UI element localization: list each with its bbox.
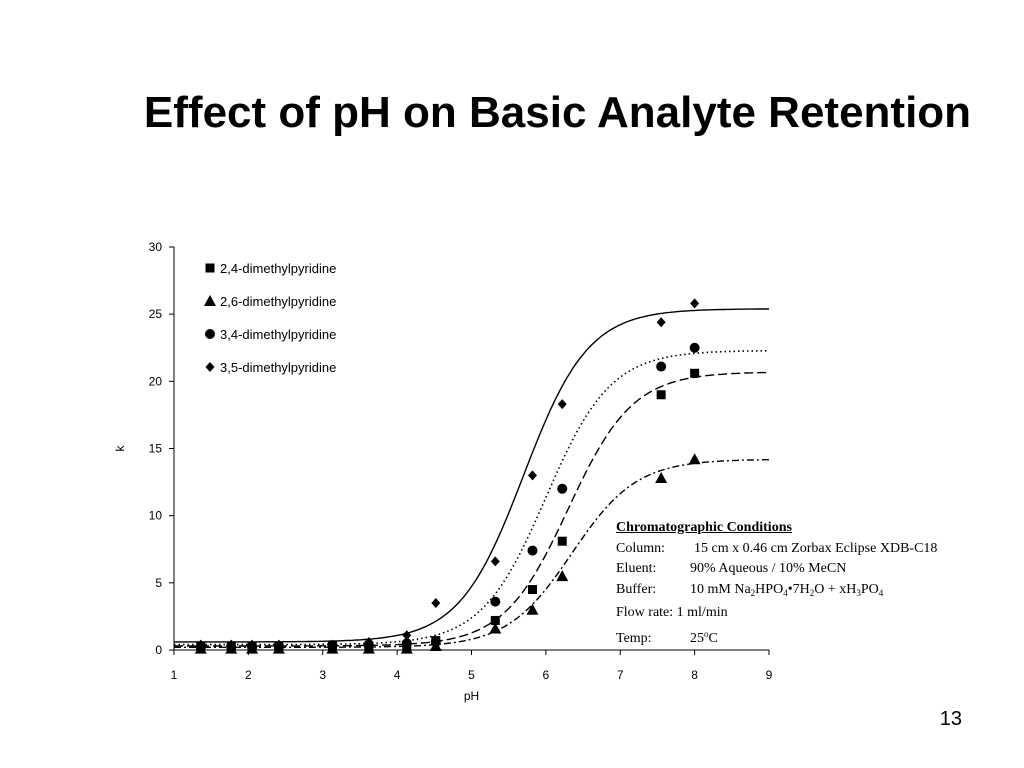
buffer-value: 10 mM Na2HPO4•7H2O + xH3PO4 — [690, 581, 884, 598]
y-tick-label: 30 — [149, 240, 163, 254]
x-axis-label: pH — [464, 689, 479, 703]
data-point-series-1 — [656, 390, 666, 400]
slide-title: Effect of pH on Basic Analyte Retention — [143, 88, 972, 137]
x-tick-label: 3 — [319, 668, 326, 682]
data-point-series-4 — [402, 630, 412, 641]
flow-row: Flow rate: 1 ml/min — [616, 603, 937, 624]
data-point-series-3 — [490, 596, 501, 607]
x-tick-label: 8 — [691, 668, 698, 682]
column-row: Column: 15 cm x 0.46 cm Zorbax Eclipse XD… — [616, 539, 937, 560]
x-tick-label: 7 — [617, 668, 624, 682]
y-tick-label: 10 — [149, 509, 163, 523]
data-point-series-1 — [490, 615, 500, 625]
data-point-series-3 — [689, 342, 700, 353]
data-point-series-4 — [431, 597, 441, 608]
legend-item: 3,4-dimethylpyridine — [205, 327, 336, 342]
data-point-series-4 — [656, 317, 666, 328]
data-point-series-4 — [490, 556, 500, 567]
eluent-row: Eluent: 90% Aqueous / 10% MeCN — [616, 559, 937, 580]
legend-item: 3,5-dimethylpyridine — [205, 360, 336, 375]
y-axis-label: k — [113, 445, 127, 452]
data-point-series-2 — [526, 603, 539, 615]
data-point-series-3 — [430, 636, 441, 647]
y-tick-label: 0 — [155, 643, 162, 657]
series-fit-line-4 — [174, 308, 769, 643]
legend-item: 2,6-dimethylpyridine — [204, 294, 336, 309]
legend-item: 2,4-dimethylpyridine — [205, 261, 336, 276]
legend-label: 2,4-dimethylpyridine — [220, 261, 336, 276]
data-point-series-1 — [527, 585, 537, 595]
slide-number: 13 — [939, 708, 962, 730]
buffer-row: Buffer: 10 mM Na2HPO4•7H2O + xH3PO4 — [616, 580, 937, 604]
data-point-series-4 — [226, 639, 236, 650]
y-tick-label: 5 — [155, 576, 162, 590]
data-point-series-4 — [557, 399, 567, 410]
data-point-series-3 — [401, 638, 412, 649]
legend-marker — [205, 362, 215, 372]
temp-row: Temp: 25oC — [616, 624, 937, 650]
column-label: Column: — [616, 540, 666, 556]
chromatographic-conditions: Chromatographic Conditions Column: 15 cm … — [616, 518, 937, 649]
flow-label: Flow rate: — [616, 605, 674, 620]
data-point-series-1 — [690, 368, 700, 378]
legend-marker — [204, 295, 216, 306]
data-point-series-3 — [527, 545, 538, 556]
data-point-series-4 — [327, 639, 337, 650]
y-tick-label: 15 — [149, 442, 163, 456]
flow-value: 1 ml/min — [676, 605, 728, 620]
buffer-label: Buffer: — [616, 581, 657, 597]
y-tick-label: 25 — [149, 307, 163, 321]
legend-label: 3,5-dimethylpyridine — [220, 360, 336, 375]
eluent-value: 90% Aqueous / 10% MeCN — [690, 561, 847, 576]
data-point-series-2 — [655, 472, 668, 484]
data-point-series-4 — [364, 636, 374, 647]
x-tick-label: 1 — [171, 668, 178, 682]
data-point-series-2 — [556, 570, 569, 582]
legend-marker — [205, 329, 215, 339]
data-point-series-2 — [489, 622, 502, 634]
temp-value: 25oC — [690, 628, 718, 646]
x-tick-label: 6 — [543, 668, 550, 682]
eluent-label: Eluent: — [616, 561, 657, 576]
column-value: 15 cm x 0.46 cm Zorbax Eclipse XDB-C18 — [694, 540, 938, 556]
data-point-series-4 — [527, 470, 537, 481]
x-tick-label: 4 — [394, 668, 401, 682]
series-fit-line-1 — [174, 371, 769, 647]
conditions-heading: Chromatographic Conditions — [616, 520, 792, 535]
data-point-series-2 — [688, 453, 701, 465]
legend-marker — [205, 263, 215, 273]
x-tick-label: 2 — [245, 668, 252, 682]
legend-label: 3,4-dimethylpyridine — [220, 327, 336, 342]
data-point-series-3 — [557, 483, 568, 494]
data-point-series-4 — [196, 639, 206, 650]
temp-label: Temp: — [616, 630, 652, 646]
y-tick-label: 20 — [149, 374, 163, 388]
data-point-series-4 — [690, 298, 700, 309]
series-fit-line-3 — [174, 349, 770, 646]
data-point-series-4 — [247, 639, 257, 650]
x-tick-label: 5 — [468, 668, 475, 682]
data-point-series-1 — [557, 536, 567, 546]
data-point-series-3 — [656, 361, 667, 372]
data-point-series-4 — [274, 639, 284, 650]
x-tick-label: 9 — [766, 668, 773, 682]
legend-label: 2,6-dimethylpyridine — [220, 294, 336, 309]
